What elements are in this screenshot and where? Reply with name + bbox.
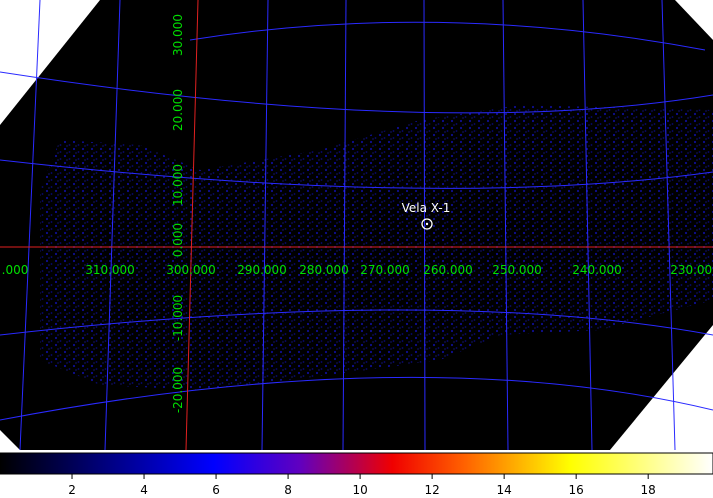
- latitude-label: 30.000: [171, 14, 185, 56]
- colorbar-tick-label: 14: [497, 483, 512, 497]
- longitude-label: 290.000: [237, 263, 287, 277]
- latitude-label: -20.000: [171, 367, 185, 413]
- latitude-label: 10.000: [171, 164, 185, 206]
- colorbar-tick-label: 16: [569, 483, 584, 497]
- longitude-label: 250.000: [492, 263, 542, 277]
- longitude-label: 280.000: [299, 263, 349, 277]
- latitude-label: 0.000: [171, 223, 185, 257]
- source-label: Vela X-1: [402, 201, 451, 215]
- longitude-label: 230.000: [670, 263, 713, 277]
- colorbar-tick-label: 4: [140, 483, 148, 497]
- longitude-label: 260.000: [423, 263, 473, 277]
- axis-line: [185, 0, 199, 451]
- longitude-label: 300.000: [166, 263, 216, 277]
- source-marker: [425, 222, 429, 226]
- colorbar-tick-label: 12: [424, 483, 439, 497]
- colorbar-tick-label: 8: [284, 483, 292, 497]
- longitude-label: 240.000: [572, 263, 622, 277]
- latitude-label: 20.000: [171, 89, 185, 131]
- colorbar-tick-label: 18: [641, 483, 656, 497]
- latitude-label: -10.000: [171, 295, 185, 341]
- colorbar-tick-label: 10: [352, 483, 367, 497]
- longitude-label: 310.000: [85, 263, 135, 277]
- source-marker: [421, 218, 433, 230]
- colorbar-tick-label: 6: [212, 483, 220, 497]
- colorbar-tick-label: 2: [68, 483, 76, 497]
- colorbar: [0, 452, 713, 475]
- longitude-label: 270.000: [360, 263, 410, 277]
- longitude-label: .000: [2, 263, 29, 277]
- coordinate-grid: [0, 0, 713, 451]
